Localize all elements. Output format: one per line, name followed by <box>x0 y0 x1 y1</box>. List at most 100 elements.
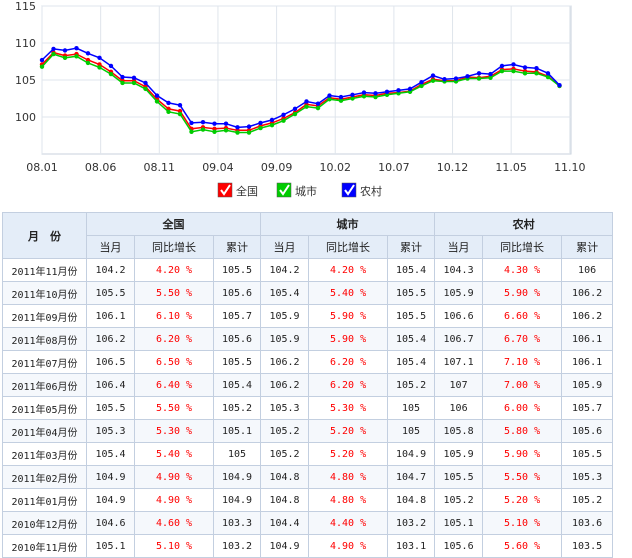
urban-cumulative-cell: 105.4 <box>387 327 436 351</box>
national-cumulative-cell: 105.5 <box>212 350 262 374</box>
subheader-yoy: 同比增长 <box>482 235 563 259</box>
urban-yoy-cell: 5.20 % <box>308 419 389 443</box>
national-cumulative-cell: 104.9 <box>212 488 262 512</box>
x-tick-label: 08.11 <box>144 161 176 174</box>
subheader-cumulative: 累计 <box>387 235 436 259</box>
rural-current-cell: 105.2 <box>434 488 484 512</box>
legend-item-2[interactable]: 农村 <box>341 182 382 198</box>
rural-cumulative-cell: 103.6 <box>561 511 614 535</box>
series-point <box>120 74 125 80</box>
table-header: 月 份 全国 城市 农村 当月 同比增长 累计 当月 同比增长 累计 当月 同比… <box>2 212 614 259</box>
legend-item-1[interactable]: 城市 <box>276 182 317 198</box>
rural-yoy-cell: 5.80 % <box>482 419 563 443</box>
cpi-line-chart: 100 105 110 115 08.01 08.06 08.11 09.04 09.09 10.… <box>15 0 586 198</box>
x-tick-label: 10.07 <box>378 161 410 174</box>
series-point <box>223 128 229 133</box>
national-cumulative-cell: 105.6 <box>212 281 262 305</box>
urban-yoy-cell: 5.30 % <box>308 396 389 420</box>
urban-cumulative-cell: 103.2 <box>387 511 436 535</box>
series-point <box>315 105 321 111</box>
cpi-table-container: 月 份 全国 城市 农村 当月 同比增长 累计 当月 同比增长 累计 当月 同比… <box>2 212 614 558</box>
subheader-cumulative: 累计 <box>212 235 262 259</box>
urban-yoy-cell: 4.40 % <box>308 511 389 535</box>
rural-yoy-cell: 5.60 % <box>482 534 563 558</box>
rural-cumulative-cell: 106.1 <box>561 350 614 374</box>
series-point <box>177 102 183 108</box>
series-point <box>85 51 91 56</box>
series-point <box>476 71 482 76</box>
series-point <box>74 54 79 59</box>
urban-current-cell: 104.8 <box>260 465 310 489</box>
group-header-national: 全国 <box>85 212 262 236</box>
legend-item-0[interactable]: 全国 <box>217 182 258 198</box>
series-point <box>327 97 332 102</box>
series-point <box>292 111 298 117</box>
x-tick-label: 10.12 <box>437 161 469 174</box>
series-point <box>108 71 114 77</box>
group-header-rural: 农村 <box>434 212 614 236</box>
series-point <box>51 51 56 57</box>
series-point <box>143 86 148 92</box>
series-point <box>396 88 401 93</box>
legend-label: 城市 <box>295 184 317 198</box>
national-yoy-cell: 6.50 % <box>134 350 214 374</box>
month-cell: 2011年03月份 <box>2 442 87 466</box>
table-row: 2010年12月份 104.6 4.60 % 103.3 104.4 4.40 % 103.… <box>2 511 614 535</box>
y-tick-label: 100 <box>15 111 36 124</box>
month-cell: 2011年05月份 <box>2 396 87 420</box>
urban-current-cell: 104.8 <box>260 488 310 512</box>
urban-current-cell: 105.3 <box>260 396 310 420</box>
series-point <box>51 46 56 52</box>
check-icon <box>344 184 355 196</box>
month-cell: 2011年11月份 <box>2 258 87 282</box>
rural-yoy-cell: 5.10 % <box>482 511 563 535</box>
series-point <box>235 125 240 130</box>
national-yoy-cell: 5.10 % <box>134 534 214 558</box>
x-tick-label: 08.06 <box>85 161 117 174</box>
urban-cumulative-cell: 104.7 <box>387 465 436 489</box>
series-point <box>304 104 309 109</box>
urban-cumulative-cell: 104.9 <box>387 442 436 466</box>
rural-current-cell: 105.9 <box>434 442 484 466</box>
rural-cumulative-cell: 105.6 <box>561 419 614 443</box>
series-point <box>166 109 171 115</box>
urban-cumulative-cell: 103.1 <box>387 534 436 558</box>
table-row: 2010年11月份 105.1 5.10 % 103.2 104.9 4.90 % 103.… <box>2 534 614 558</box>
series-point <box>108 63 114 69</box>
series-point <box>212 129 217 134</box>
series-point <box>350 96 355 101</box>
national-cumulative-cell: 105 <box>212 442 262 466</box>
series-point <box>85 60 91 66</box>
rural-current-cell: 106.6 <box>434 304 484 328</box>
urban-yoy-cell: 5.90 % <box>308 327 389 351</box>
month-cell: 2011年02月份 <box>2 465 87 489</box>
group-header-urban: 城市 <box>260 212 436 236</box>
urban-cumulative-cell: 105.2 <box>387 373 436 397</box>
table-row: 2011年07月份 106.5 6.50 % 105.5 106.2 6.20 % 105.… <box>2 350 614 374</box>
table-row: 2011年02月份 104.9 4.90 % 104.9 104.8 4.80 % 104.… <box>2 465 614 489</box>
rural-yoy-cell: 4.30 % <box>482 258 563 282</box>
series-point <box>465 74 470 79</box>
national-current-cell: 105.5 <box>86 281 135 305</box>
rural-current-cell: 106.7 <box>434 327 484 351</box>
series-point <box>361 90 367 95</box>
series-point <box>292 106 298 112</box>
series-point <box>200 119 206 125</box>
national-current-cell: 104.9 <box>86 465 135 489</box>
series-point <box>373 94 378 100</box>
urban-current-cell: 104.9 <box>260 534 310 558</box>
rural-cumulative-cell: 103.5 <box>561 534 614 558</box>
national-cumulative-cell: 104.9 <box>212 465 262 489</box>
urban-cumulative-cell: 105 <box>387 396 436 420</box>
series-point <box>258 120 263 126</box>
series-point <box>453 76 459 81</box>
series-line-1 <box>41 53 560 134</box>
national-cumulative-cell: 105.2 <box>212 396 262 420</box>
series-point <box>407 86 413 92</box>
series-point <box>430 73 436 78</box>
urban-cumulative-cell: 105.5 <box>387 281 436 305</box>
series-point <box>189 129 194 134</box>
series-point <box>350 92 355 98</box>
subheader-current: 当月 <box>86 235 135 259</box>
month-cell: 2011年09月份 <box>2 304 87 328</box>
